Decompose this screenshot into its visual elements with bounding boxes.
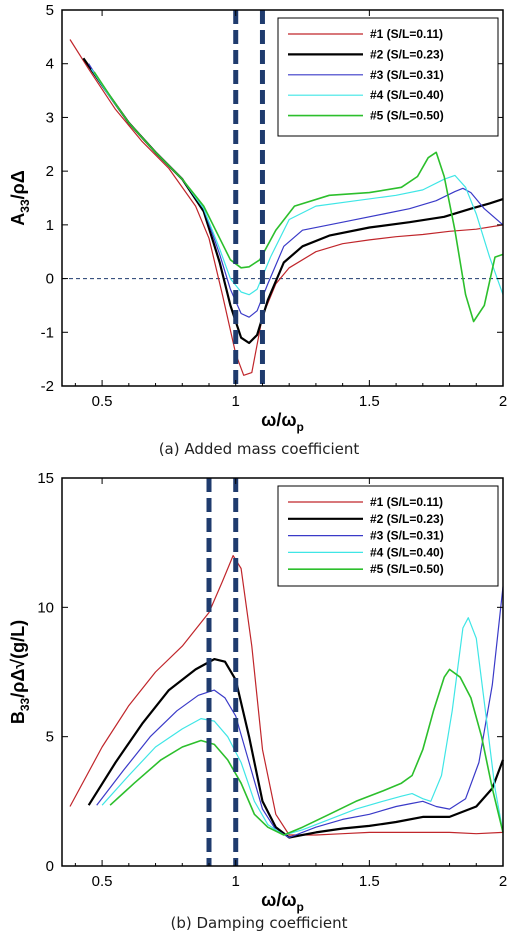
added-mass-y-tick-label: 4 (46, 56, 54, 73)
damping-x-tick-label: 1.5 (359, 873, 380, 890)
damping-x-axis-label: ω/ωp (261, 890, 304, 914)
added-mass-series-5-line (93, 71, 504, 323)
added-mass-y-tick-label: 3 (46, 109, 54, 126)
added-mass-y-tick-label: 2 (46, 163, 54, 180)
damping-x-tick-label: 0.5 (92, 873, 113, 890)
damping-caption: (b) Damping coefficient (170, 914, 347, 932)
added-mass-legend-label-1: #1 (S/L=0.11) (370, 27, 443, 41)
damping-legend-label-3: #3 (S/L=0.31) (370, 529, 444, 543)
added-mass-chart: 0.5 1 1.5 2 -2 -1 0 1 2 3 4 5 ω/ωp A33/ρΔ #1 (S/L=0.11… (8, 2, 507, 434)
added-mass-y-tick-label: 5 (46, 2, 54, 19)
added-mass-legend-label-2: #2 (S/L=0.23) (370, 47, 444, 61)
added-mass-y-tick-label: -1 (41, 324, 54, 341)
damping-series-5-line (109, 668, 504, 836)
damping-y-tick-label: 0 (46, 858, 54, 875)
added-mass-series-1-line (69, 39, 504, 376)
added-mass-x-axis-label: ω/ωp (261, 410, 304, 434)
damping-legend-label-5: #5 (S/L=0.50) (370, 562, 444, 576)
added-mass-y-axis-label: A33/ρΔ (8, 170, 32, 225)
damping-y-tick-label: 15 (37, 470, 54, 487)
damping-y-axis-label: B33/ρΔ√(g/L) (8, 620, 32, 724)
added-mass-x-tick-label: 1 (232, 393, 240, 410)
added-mass-x-tick-label: 2 (499, 393, 507, 410)
damping-chart: 0.5 1 1.5 2 0 5 10 15 ω/ωp B33/ρΔ√(g/L) #1 (S/L=0.… (8, 470, 507, 914)
damping-series-3-line (96, 586, 504, 839)
damping-legend-label-2: #2 (S/L=0.23) (370, 512, 444, 526)
damping-x-tick-label: 1 (232, 873, 240, 890)
added-mass-caption: (a) Added mass coefficient (159, 440, 360, 458)
damping-series-4-line (101, 617, 504, 836)
damping-y-tick-label: 5 (46, 729, 54, 746)
damping-plot-frame (61, 477, 504, 867)
added-mass-legend-label-4: #4 (S/L=0.40) (370, 88, 444, 102)
added-mass-legend-label-5: #5 (S/L=0.50) (370, 109, 444, 123)
damping-legend-label-1: #1 (S/L=0.11) (370, 495, 443, 509)
added-mass-y-tick-label: 0 (46, 271, 54, 288)
damping-legend-label-4: #4 (S/L=0.40) (370, 545, 444, 559)
added-mass-x-tick-label: 0.5 (92, 393, 113, 410)
added-mass-y-tick-label: -2 (41, 378, 54, 395)
damping-series-2-line (87, 658, 505, 839)
added-mass-x-tick-label: 1.5 (359, 393, 380, 410)
damping-series-1-line (69, 555, 504, 836)
damping-x-tick-label: 2 (499, 873, 507, 890)
damping-y-tick-label: 10 (37, 599, 54, 616)
added-mass-y-tick-label: 1 (46, 217, 54, 234)
added-mass-plot-frame (61, 9, 504, 387)
added-mass-legend-label-3: #3 (S/L=0.31) (370, 68, 444, 82)
